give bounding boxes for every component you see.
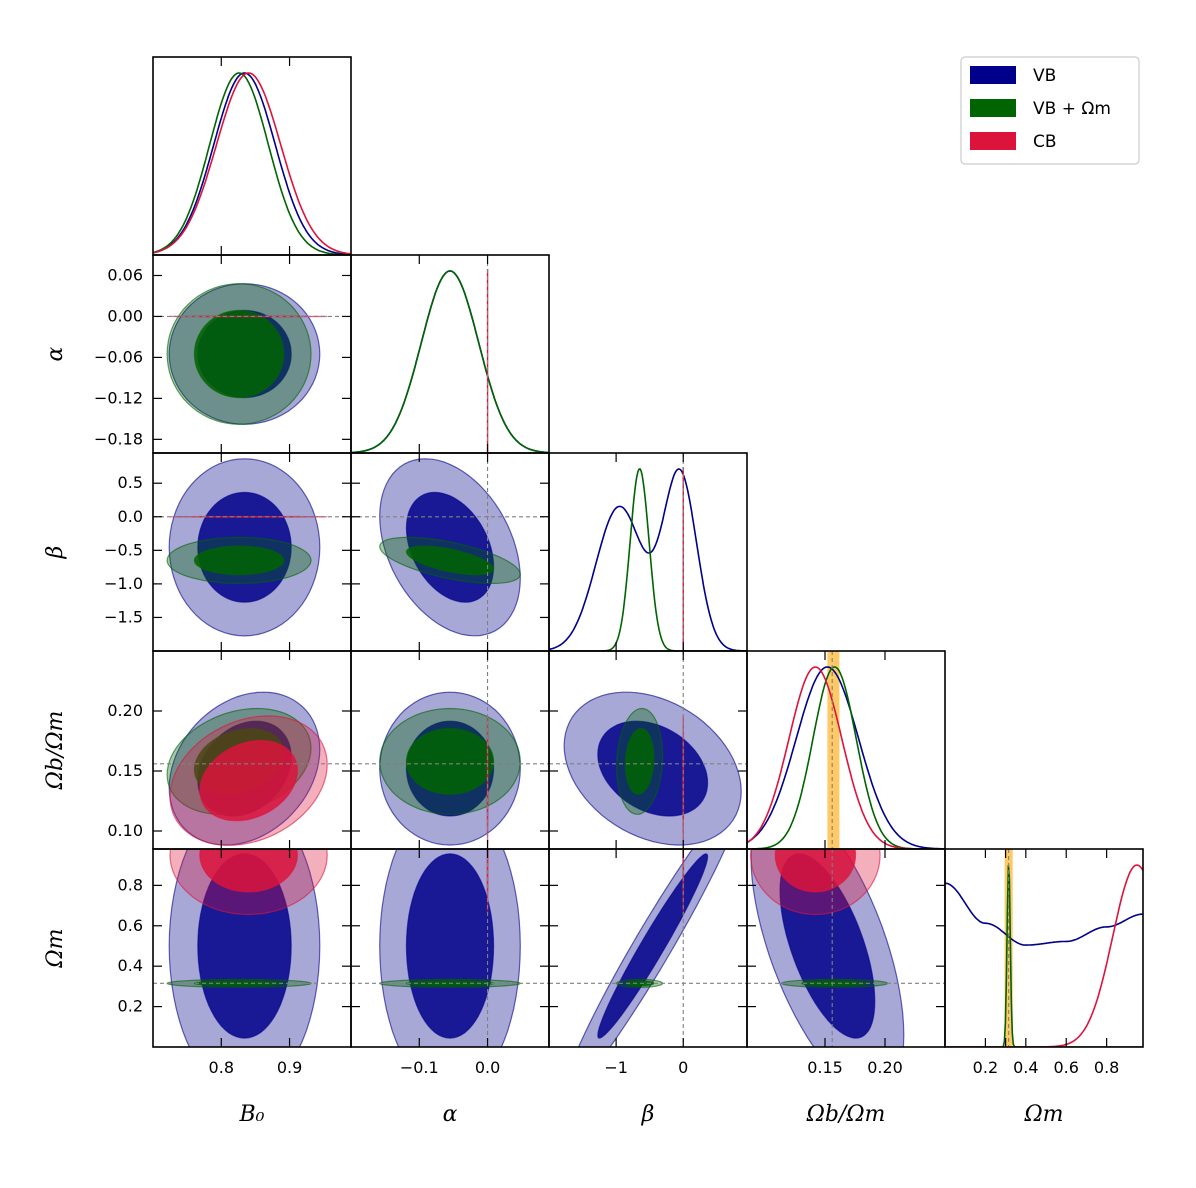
contour-vb_om-68	[624, 980, 655, 987]
frame-1-1	[350, 254, 550, 454]
contour-vb_om-68	[405, 545, 495, 576]
panel-ob_om-vs-B0	[166, 691, 328, 846]
y-tick-label-ob_om: 0.10	[107, 821, 143, 840]
x-axis-label-om: Ωm	[1023, 1102, 1063, 1127]
y-axis-label-alpha: α	[43, 346, 68, 361]
marginal-curve-vb_om	[351, 270, 549, 453]
x-tick-label-ob_om: 0.15	[807, 1058, 843, 1077]
x-tick-label-beta: 0	[678, 1058, 688, 1077]
y-tick-label-alpha: 0.06	[107, 265, 143, 284]
x-tick-label-ob_om: 0.20	[867, 1058, 903, 1077]
y-tick-label-ob_om: 0.20	[107, 701, 143, 720]
contour-vb-68	[405, 853, 495, 1039]
x-tick-label-om: 0.6	[1053, 1058, 1078, 1077]
legend-swatch-vb	[970, 66, 1016, 84]
x-tick-label-alpha: 0.0	[475, 1058, 500, 1077]
marginal-curve-vb	[351, 270, 549, 453]
y-tick-label-beta: −0.5	[104, 540, 143, 559]
marginal-curve-vb_om	[549, 468, 747, 651]
x-tick-label-om: 0.4	[1013, 1058, 1038, 1077]
marginal-alpha	[351, 269, 549, 453]
marginal-curve-vb_om	[153, 72, 351, 255]
x-tick-label-om: 0.8	[1094, 1058, 1119, 1077]
y-axis-label-beta: β	[43, 546, 68, 560]
y-tick-label-beta: 0.5	[118, 473, 143, 492]
contour-vb_om-68	[624, 727, 655, 795]
marginal-curve-vb	[945, 882, 1143, 946]
marginal-curve-vb	[153, 72, 351, 255]
contour-vb_om-68	[405, 727, 495, 795]
contour-vb_om-68	[193, 309, 285, 399]
panel-om-vs-beta	[577, 849, 726, 1047]
marginal-beta	[549, 467, 747, 651]
legend-label-cb: CB	[1033, 132, 1057, 152]
marginal-curve-cb	[945, 864, 1143, 1047]
y-axis-label-ob_om: Ωb/Ωm	[43, 711, 68, 791]
marginal-curve-vb	[549, 468, 747, 651]
y-tick-label-om: 0.2	[118, 997, 143, 1016]
y-tick-label-alpha: −0.12	[94, 388, 143, 407]
prior-band-ob_om	[827, 651, 840, 849]
x-axis-label-alpha: α	[443, 1102, 458, 1127]
y-tick-label-alpha: 0.00	[107, 306, 143, 325]
panel-ob_om-vs-beta	[563, 691, 742, 846]
x-tick-label-beta: −1	[604, 1058, 628, 1077]
y-tick-label-beta: 0.0	[118, 507, 143, 526]
x-axis-label-B0: B₀	[239, 1102, 265, 1127]
y-tick-label-ob_om: 0.15	[107, 761, 143, 780]
contour-cb-68	[199, 849, 299, 893]
frame-3-3	[746, 650, 946, 850]
y-tick-label-om: 0.8	[118, 875, 143, 894]
panel-om-vs-ob_om	[750, 849, 905, 1047]
marginal-ob_om	[747, 651, 945, 849]
panel-beta-vs-alpha	[379, 458, 521, 637]
marginal-curve-cb	[153, 72, 351, 255]
panel-om-vs-alpha	[378, 849, 522, 1047]
y-tick-label-om: 0.4	[118, 956, 143, 975]
marginal-B0	[153, 72, 351, 255]
panel-beta-vs-B0	[166, 458, 328, 637]
contour-cb-68	[774, 849, 857, 893]
y-tick-label-alpha: −0.06	[94, 347, 143, 366]
panel-alpha-vs-B0	[166, 283, 328, 425]
x-tick-label-alpha: −0.1	[400, 1058, 439, 1077]
y-tick-label-beta: −1.0	[104, 574, 143, 593]
y-axis-label-om: Ωm	[43, 928, 68, 968]
frame-2-2	[548, 452, 748, 652]
frame-4-4	[944, 848, 1144, 1048]
contour-vb-68	[597, 853, 709, 1039]
legend-swatch-cb	[970, 132, 1016, 150]
legend-label-vb: VB	[1033, 66, 1056, 86]
x-axis-label-beta: β	[641, 1102, 655, 1127]
contour-cb-68	[199, 739, 299, 822]
x-tick-label-B0: 0.9	[277, 1058, 302, 1077]
legend: VB VB + Ωm CB	[960, 56, 1140, 165]
marginal-curve-vb_om	[945, 864, 1143, 1047]
marginal-om	[945, 849, 1143, 1047]
marginal-curve-vb	[747, 666, 945, 849]
panel-ob_om-vs-alpha	[379, 691, 521, 846]
y-tick-label-om: 0.6	[118, 916, 143, 935]
legend-swatch-vb_om	[970, 99, 1016, 117]
x-tick-label-B0: 0.8	[209, 1058, 234, 1077]
x-tick-label-om: 0.2	[973, 1058, 998, 1077]
y-tick-label-alpha: −0.18	[94, 429, 143, 448]
contour-vb_om-68	[193, 545, 285, 576]
x-axis-label-ob_om: Ωb/Ωm	[806, 1102, 886, 1127]
contour-vb-68	[779, 853, 876, 1039]
panel-om-vs-B0	[166, 849, 328, 1047]
legend-label-vb_om: VB + Ωm	[1033, 99, 1111, 119]
y-tick-label-beta: −1.5	[104, 607, 143, 626]
